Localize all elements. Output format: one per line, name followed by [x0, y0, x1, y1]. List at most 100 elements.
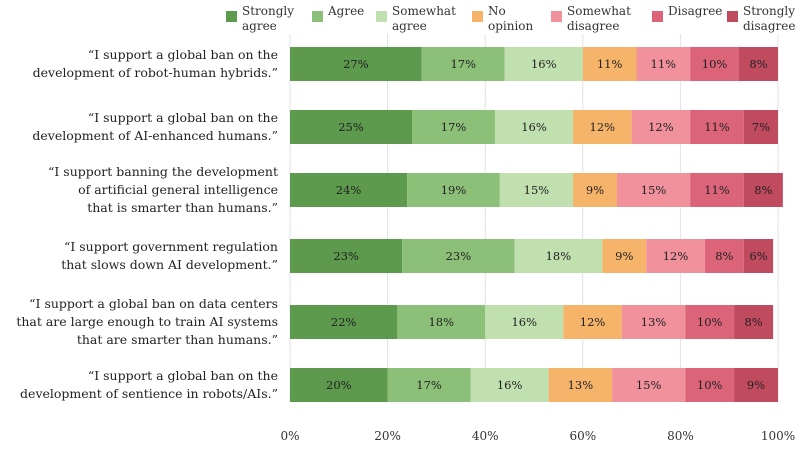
legend-label: Disagree: [668, 4, 722, 18]
bar-value-label: 10%: [697, 315, 723, 329]
legend-label: agree: [242, 19, 277, 33]
bar-value-label: 15%: [641, 183, 667, 197]
question-label: development of sentience in robots/AIs.”: [20, 386, 278, 401]
legend-swatch: [376, 11, 387, 22]
legend-swatch: [472, 11, 483, 22]
bar-value-label: 9%: [615, 249, 633, 263]
bars: 27% 17% 16% 11% 11% 10% 8% 25% 17% 16% 12% 12% 11% 7%…: [290, 47, 783, 402]
bar-segment: [743, 173, 783, 207]
bar-value-label: 7%: [752, 120, 770, 134]
bar-value-label: 8%: [715, 249, 733, 263]
bar-segment: [290, 110, 412, 144]
bar-segment: [290, 239, 403, 273]
bar-value-label: 19%: [441, 183, 467, 197]
bar-value-label: 11%: [704, 120, 730, 134]
bar-value-label: 8%: [749, 57, 767, 71]
x-tick-label: 0%: [280, 429, 299, 443]
x-tick-label: 100%: [761, 429, 795, 443]
question-label: development of AI-enhanced humans.”: [32, 128, 278, 143]
legend-label: disagree: [743, 19, 795, 33]
bar-value-label: 13%: [641, 315, 667, 329]
bar-segment: [685, 368, 735, 402]
bar-value-label: 23%: [333, 249, 359, 263]
bar-value-label: 20%: [326, 378, 352, 392]
bar-value-label: 9%: [586, 183, 604, 197]
bar-segment: [738, 47, 778, 81]
bar-value-label: 9%: [747, 378, 765, 392]
question-label: that slows down AI development.”: [61, 257, 278, 272]
question-label: “I support a global ban on data centers: [29, 296, 278, 311]
question-label: that are large enough to train AI system…: [16, 314, 278, 329]
question-label: “I support a global ban on the: [88, 47, 278, 62]
question-label: “I support government regulation: [64, 239, 278, 254]
bar-value-label: 16%: [497, 378, 523, 392]
x-tick-label: 20%: [374, 429, 401, 443]
bar-value-label: 24%: [336, 183, 362, 197]
bar-segment: [704, 239, 744, 273]
bar-segment: [621, 305, 686, 339]
legend-label: Strongly: [242, 4, 294, 18]
bar-segment: [602, 239, 647, 273]
legend-label: Agree: [327, 4, 364, 18]
bar-segment: [734, 368, 778, 402]
bar-value-label: 8%: [754, 183, 772, 197]
legend-label: agree: [392, 19, 427, 33]
bar-segment: [636, 47, 691, 81]
bar-value-label: 16%: [531, 57, 557, 71]
bar-segment: [573, 110, 632, 144]
question-label: “I support a global ban on the: [88, 110, 278, 125]
bar-value-label: 15%: [524, 183, 550, 197]
bar-segment: [290, 47, 422, 81]
bar-value-label: 15%: [636, 378, 662, 392]
bar-segment: [421, 47, 505, 81]
bar-segment: [290, 305, 398, 339]
bar-segment: [470, 368, 549, 402]
bar-value-label: 16%: [511, 315, 537, 329]
question-label: “I support a global ban on the: [88, 368, 278, 383]
bar-segment: [290, 368, 388, 402]
bar-segment: [514, 239, 603, 273]
bar-value-label: 18%: [428, 315, 454, 329]
bar-segment: [494, 110, 574, 144]
legend-label: disagree: [567, 19, 619, 33]
bar-value-label: 10%: [697, 378, 723, 392]
bar-segment: [743, 110, 778, 144]
bar-segment: [631, 110, 691, 144]
bar-value-label: 23%: [446, 249, 472, 263]
question-label: “I support banning the development: [48, 164, 278, 179]
bar-value-label: 6%: [749, 249, 767, 263]
bar-value-label: 25%: [338, 120, 364, 134]
bar-value-label: 12%: [648, 120, 674, 134]
bar-segment: [616, 173, 691, 207]
bar-segment: [563, 305, 622, 339]
bar-value-label: 13%: [568, 378, 594, 392]
question-label: that are smarter than humans.”: [77, 332, 278, 347]
legend-label: No: [488, 4, 506, 18]
bar-value-label: 12%: [580, 315, 606, 329]
bar-value-label: 11%: [704, 183, 730, 197]
bar-value-label: 27%: [343, 57, 369, 71]
question-label: development of robot-human hybrids.”: [33, 65, 278, 80]
bar-segment: [646, 239, 705, 273]
bar-value-label: 11%: [651, 57, 677, 71]
x-axis: 0% 20% 40% 60% 80% 100%: [280, 429, 795, 443]
bar-value-label: 22%: [331, 315, 357, 329]
legend-label: Strongly: [743, 4, 795, 18]
bar-value-label: 18%: [546, 249, 572, 263]
bar-value-label: 10%: [702, 57, 728, 71]
bar-segment: [407, 173, 500, 207]
bar-segment: [582, 47, 637, 81]
bar-segment: [290, 173, 408, 207]
question-label: that is smarter than humans.”: [87, 200, 278, 215]
bar-segment: [504, 47, 583, 81]
bar-segment: [690, 47, 739, 81]
bar-segment: [690, 110, 744, 144]
gridlines: [289, 34, 779, 402]
bar-segment: [573, 173, 617, 207]
legend-swatch: [312, 11, 323, 22]
legend-swatch: [226, 11, 237, 22]
bar-segment: [690, 173, 744, 207]
bar-segment: [499, 173, 574, 207]
